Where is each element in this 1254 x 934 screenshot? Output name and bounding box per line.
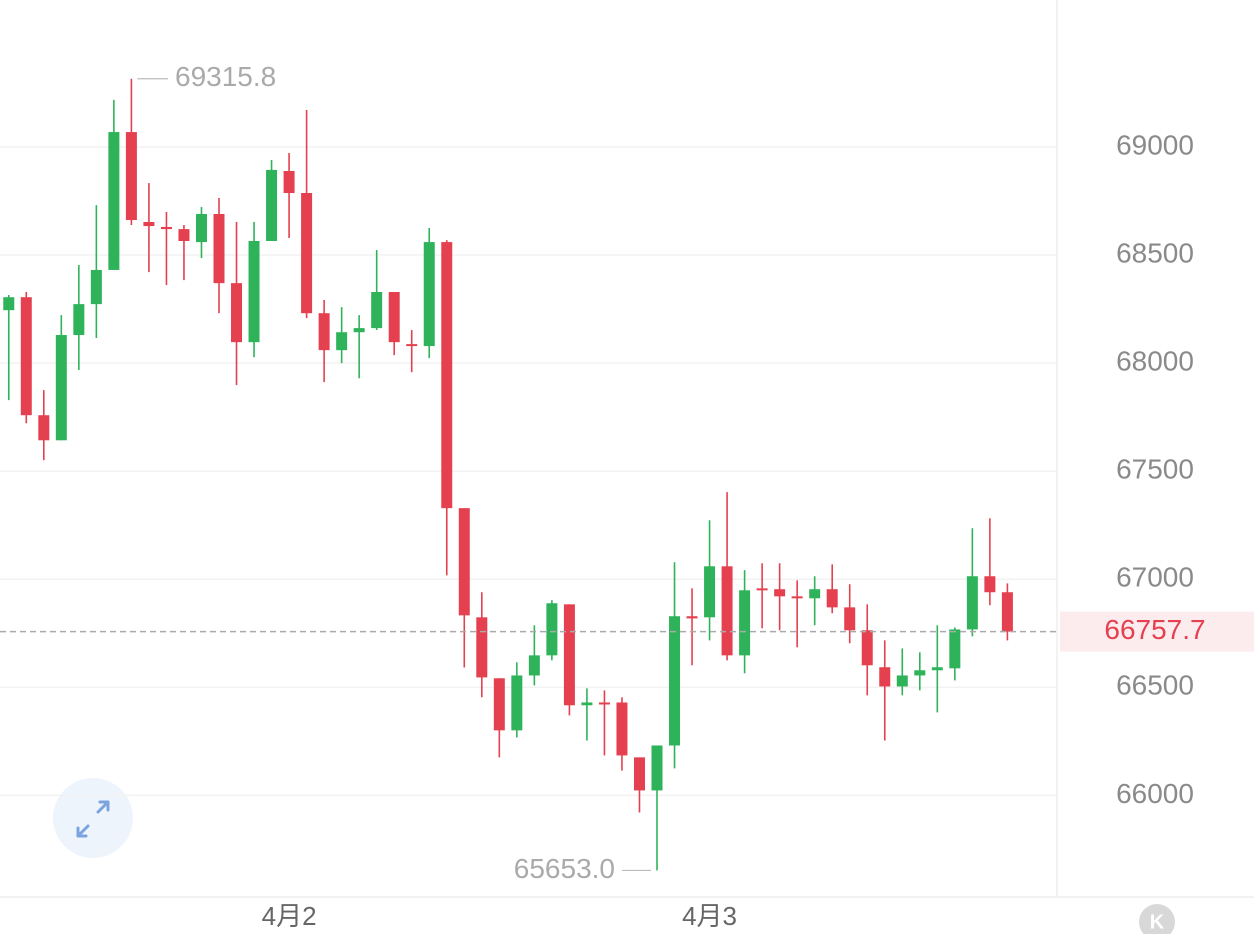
candle-body [318, 313, 330, 351]
y-tick-label: 66500 [1116, 670, 1194, 701]
candle-body [616, 702, 628, 756]
candle-body [406, 344, 418, 347]
candle-body [301, 193, 313, 314]
logo-bg [1139, 904, 1175, 934]
expand-button[interactable] [53, 778, 133, 858]
candle-body [511, 675, 523, 731]
candle-body [931, 667, 943, 671]
min-annotation: 65653.0 [514, 853, 615, 884]
x-tick-label: 4月2 [262, 901, 317, 931]
candle-body [125, 132, 137, 221]
candle-body [3, 297, 15, 311]
candle-body [441, 242, 453, 509]
y-tick-label: 67000 [1116, 562, 1194, 593]
candle-body [371, 292, 383, 329]
candle-body [844, 607, 856, 631]
candle-body [423, 242, 435, 347]
candle-body [949, 629, 961, 669]
expand-icon[interactable] [76, 800, 110, 838]
candle-body [55, 335, 67, 441]
candle-body [546, 603, 558, 656]
candle-body [739, 590, 751, 656]
candle-body [633, 757, 645, 791]
candle-body [686, 616, 698, 619]
candle-body [774, 589, 786, 597]
candle-body [669, 616, 681, 746]
x-tick-label: 4月3 [682, 901, 737, 931]
candle-body [791, 596, 803, 599]
expand-button-bg[interactable] [53, 778, 133, 858]
candle-body [528, 655, 540, 676]
y-tick-label: 68500 [1116, 237, 1194, 268]
y-tick-label: 67500 [1116, 454, 1194, 485]
candle-body [896, 675, 908, 687]
candle-body [178, 229, 190, 242]
candle-body [704, 566, 716, 618]
candle-body [581, 702, 593, 706]
candle-body [160, 226, 172, 230]
candle-body [353, 328, 365, 333]
last-price-bg [1060, 611, 1254, 652]
candle-body [476, 617, 488, 678]
candle-body [756, 588, 768, 591]
candle-body [266, 169, 278, 242]
candle-body [38, 415, 50, 441]
candle-body [861, 630, 873, 666]
candle-body [563, 604, 575, 706]
max-annotation: 69315.8 [175, 61, 276, 92]
candle-body [213, 213, 225, 284]
candle-body [493, 678, 505, 731]
last-price-label: 66757.7 [1104, 614, 1205, 645]
y-tick-label: 69000 [1116, 129, 1194, 160]
candle-body [283, 170, 295, 194]
candle-body [73, 304, 85, 336]
candle-body [1001, 592, 1013, 632]
candle-body [914, 670, 926, 676]
candle-body [721, 566, 733, 656]
candle-body [598, 702, 610, 705]
candle-body [336, 332, 348, 351]
y-tick-label: 68000 [1116, 346, 1194, 377]
y-tick-label: 66000 [1116, 778, 1194, 809]
logo: K [1150, 911, 1165, 933]
candle-body [90, 269, 102, 305]
candle-body [826, 589, 838, 608]
candle-body [879, 667, 891, 687]
candle-body [108, 132, 120, 270]
candle-body [143, 221, 155, 227]
candle-body [809, 589, 821, 599]
candle-body [20, 297, 32, 416]
candle-body [651, 745, 663, 791]
candle-body [195, 213, 207, 243]
candle-body [388, 292, 400, 343]
candle-body [458, 508, 470, 616]
candle-body [248, 241, 260, 343]
candle-body [966, 576, 978, 630]
candle-body [984, 576, 996, 593]
candle-body [231, 283, 243, 343]
